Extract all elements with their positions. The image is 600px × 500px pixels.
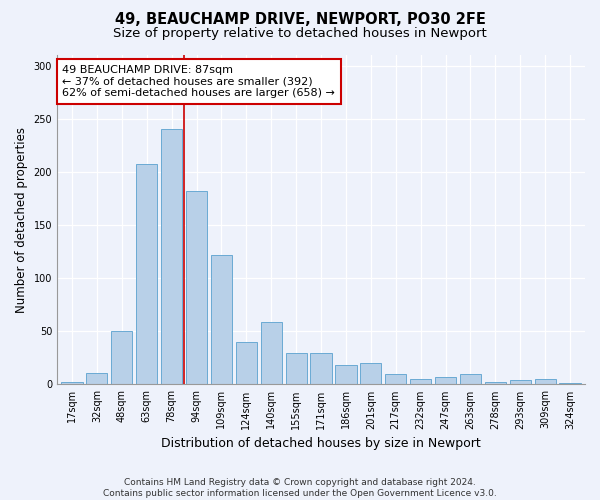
Text: Size of property relative to detached houses in Newport: Size of property relative to detached ho… — [113, 28, 487, 40]
Bar — [136, 164, 157, 384]
Bar — [86, 372, 107, 384]
X-axis label: Distribution of detached houses by size in Newport: Distribution of detached houses by size … — [161, 437, 481, 450]
Bar — [161, 130, 182, 384]
Bar — [236, 342, 257, 384]
Bar — [535, 379, 556, 384]
Text: 49 BEAUCHAMP DRIVE: 87sqm
← 37% of detached houses are smaller (392)
62% of semi: 49 BEAUCHAMP DRIVE: 87sqm ← 37% of detac… — [62, 65, 335, 98]
Bar — [435, 377, 456, 384]
Bar — [61, 382, 83, 384]
Bar — [460, 374, 481, 384]
Bar — [385, 374, 406, 384]
Bar — [211, 255, 232, 384]
Bar — [310, 352, 332, 384]
Y-axis label: Number of detached properties: Number of detached properties — [15, 126, 28, 312]
Bar — [360, 363, 382, 384]
Bar — [509, 380, 531, 384]
Bar — [186, 191, 207, 384]
Bar — [286, 352, 307, 384]
Bar — [111, 332, 133, 384]
Text: 49, BEAUCHAMP DRIVE, NEWPORT, PO30 2FE: 49, BEAUCHAMP DRIVE, NEWPORT, PO30 2FE — [115, 12, 485, 28]
Bar — [485, 382, 506, 384]
Bar — [260, 322, 282, 384]
Text: Contains HM Land Registry data © Crown copyright and database right 2024.
Contai: Contains HM Land Registry data © Crown c… — [103, 478, 497, 498]
Bar — [410, 379, 431, 384]
Bar — [335, 366, 356, 384]
